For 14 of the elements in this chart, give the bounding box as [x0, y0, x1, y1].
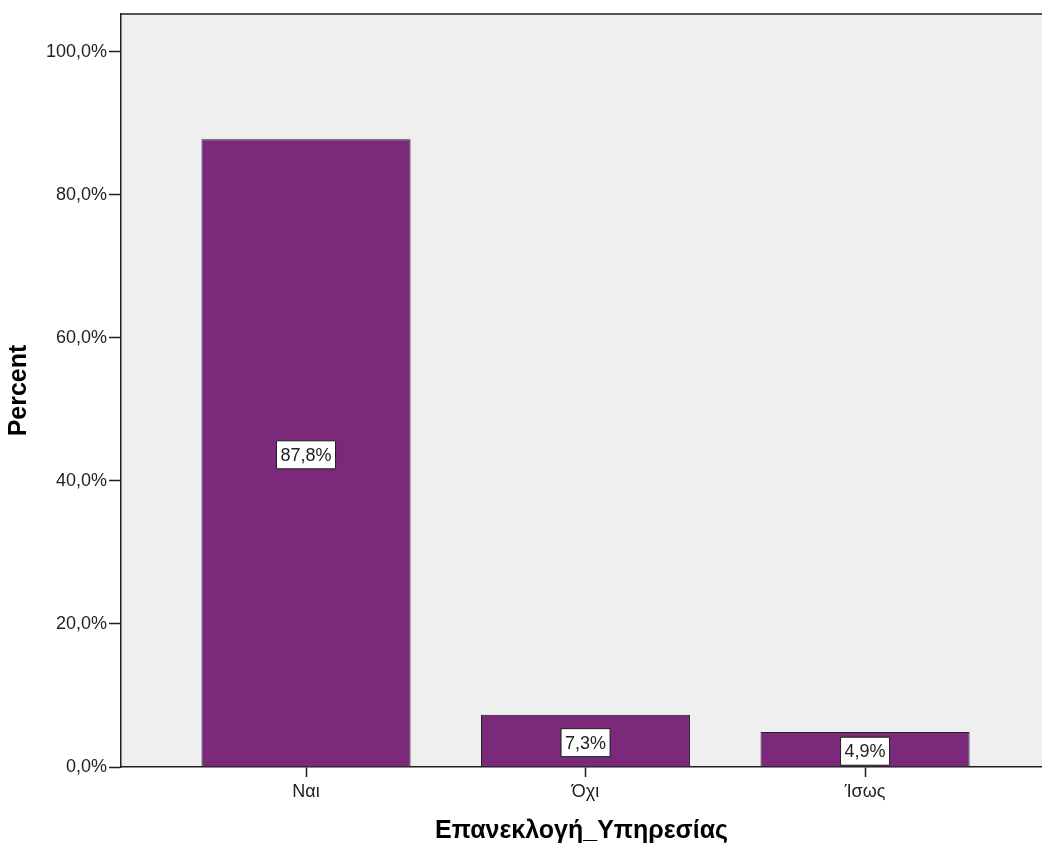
y-tick-label: 0,0%: [65, 755, 107, 776]
y-tick-label: 60,0%: [55, 326, 107, 347]
x-tick-label: Όχι: [570, 780, 600, 801]
y-tick-label: 40,0%: [55, 469, 107, 490]
x-tick-label: Ίσως: [843, 780, 886, 801]
x-tick-label: Ναι: [292, 780, 320, 801]
data-label: 7,3%: [565, 732, 607, 753]
y-tick-label: 100,0%: [45, 40, 107, 61]
y-axis-title: Percent: [2, 343, 31, 437]
data-label: 87,8%: [280, 444, 332, 465]
y-tick-label: 80,0%: [55, 183, 107, 204]
data-label: 4,9%: [844, 741, 886, 762]
x-axis-title: Επανεκλογή_Υπηρεσίας: [435, 814, 728, 844]
y-tick-label: 20,0%: [55, 612, 107, 633]
